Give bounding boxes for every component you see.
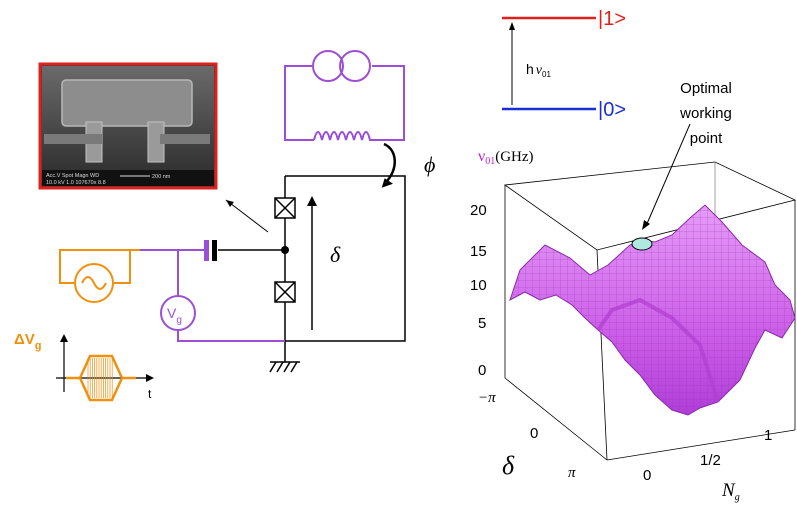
gate-capacitor-plate-right: [212, 240, 217, 261]
delta-tick: −π: [478, 390, 496, 406]
delta-arrowhead: [307, 196, 317, 206]
pulse-outline: [66, 354, 136, 402]
z-axis-ticks: 20 15 10 5 0: [470, 202, 487, 379]
ground-hatch-3: [283, 361, 291, 373]
time-label: t: [148, 387, 152, 401]
loop-right-wire: [372, 65, 405, 141]
vg-label: Vg: [167, 305, 182, 326]
inductor-coil: [313, 131, 376, 141]
delta-axis-label: δ: [502, 451, 515, 480]
ng-tick: 0: [643, 467, 651, 484]
level-0-label: |0>: [598, 99, 626, 121]
pulse-y-arrowhead: [60, 334, 68, 342]
sem-right-arm: [160, 134, 210, 144]
ng-tick: 1: [764, 427, 772, 444]
sem-scale-text: 200 nm: [152, 174, 171, 180]
energy-levels: |1> |0> h ν01: [502, 8, 626, 121]
flux-arrow: [383, 142, 396, 183]
gate-wire-purple: [139, 249, 204, 251]
surface-mesh: [510, 205, 795, 415]
sem-pointer-arrow: [225, 199, 269, 233]
source-wire-left: [59, 249, 140, 284]
z-axis-label: ν01(GHz): [478, 148, 534, 167]
flux-arrowhead: [381, 178, 394, 188]
ng-tick: 1/2: [700, 452, 721, 469]
annotation-arrowhead: [642, 220, 650, 230]
readout-loop: [284, 50, 405, 141]
sem-image: Acc.V Spot Magn WD 10.0 kV 1.0 107670x 8…: [38, 62, 218, 190]
delta-axis-ticks: −π 0 π δ: [478, 390, 576, 481]
annotation-line-1: Optimal: [680, 80, 732, 97]
junction-bottom-cross2: [274, 281, 296, 303]
annotation-line-3: point: [690, 130, 723, 147]
sem-island: [61, 79, 193, 127]
annotation-pointer: [645, 123, 691, 227]
loop-wire: [285, 175, 406, 342]
ground-hatch-1: [269, 361, 277, 373]
current-source-right: [339, 50, 371, 82]
pulse-envelope: [66, 354, 136, 402]
ng-axis-label: Ng: [721, 480, 740, 503]
ground-hatch-4: [290, 361, 298, 373]
surface-plot: [509, 204, 796, 416]
gate-source: [59, 249, 285, 342]
box-bottom-right-edge: [606, 429, 796, 461]
z-tick: 5: [478, 315, 486, 332]
level-1-label: |1>: [598, 8, 626, 30]
junction-circuit: [218, 175, 406, 373]
sem-left-arm: [44, 134, 102, 144]
junction-top-cross2: [274, 197, 296, 219]
phi-label: ϕ: [424, 152, 435, 177]
loop-left-wire: [284, 65, 314, 141]
transition-arrowhead: [509, 22, 515, 30]
surface-ridge: [596, 297, 720, 403]
delta-tick: π: [568, 465, 576, 481]
transition-label: h ν01: [526, 61, 551, 79]
dvg-label: ΔVg: [14, 331, 42, 352]
z-tick: 0: [478, 362, 486, 379]
island-node: [281, 246, 289, 254]
annotation-line-2: working: [679, 105, 732, 122]
optimal-point-marker: [631, 237, 653, 251]
box-bottom-front-edge: [504, 377, 608, 461]
z-tick: 20: [470, 202, 487, 219]
current-source-left: [312, 50, 344, 82]
vg-wire-bottom: [177, 330, 285, 342]
sem-infobar: [42, 170, 214, 186]
pulse-t-arrowhead: [146, 374, 154, 382]
z-tick: 10: [470, 277, 487, 294]
gate-capacitor-plate-left: [204, 240, 209, 261]
ground-hatch-2: [276, 361, 284, 373]
box-top-face: [503, 161, 797, 251]
z-tick: 15: [470, 243, 487, 260]
sine-wave-icon: [81, 276, 107, 290]
source-wire-right: [114, 250, 131, 284]
optimal-point-annotation: Optimal working point: [642, 80, 732, 230]
delta-label: δ: [330, 242, 341, 267]
sem-pointer-arrowhead: [226, 200, 234, 207]
delta-tick: 0: [530, 425, 538, 442]
ac-source: [74, 263, 114, 303]
sem-info-line1: Acc.V Spot Magn WD: [46, 173, 99, 179]
sem-info-line2: 10.0 kV 1.0 107670x 8.8: [46, 180, 106, 186]
ng-axis-ticks: 0 1/2 1 Ng: [643, 427, 772, 503]
